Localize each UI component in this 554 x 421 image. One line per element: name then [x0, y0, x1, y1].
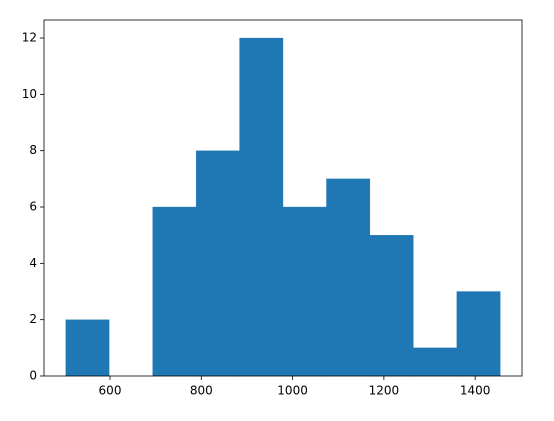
x-tick-label: 1400	[460, 384, 491, 398]
bar	[456, 291, 501, 377]
bar	[65, 319, 110, 377]
y-tick-label: 10	[22, 87, 37, 101]
bar	[152, 206, 197, 377]
y-tick-label: 2	[29, 312, 37, 326]
x-tick-label: 1000	[277, 384, 308, 398]
bar	[239, 37, 284, 377]
bar	[369, 235, 414, 377]
bar	[195, 150, 240, 377]
x-tick-label: 800	[190, 384, 213, 398]
y-tick-label: 12	[22, 31, 37, 45]
x-tick-label: 1200	[369, 384, 400, 398]
y-tick-label: 4	[29, 256, 37, 270]
bar	[282, 206, 327, 377]
plot-frame	[43, 19, 523, 377]
y-tick-label: 0	[29, 369, 37, 383]
bar	[413, 347, 457, 377]
bar	[326, 178, 371, 377]
x-tick-label: 600	[99, 384, 122, 398]
y-tick-label: 6	[29, 200, 37, 214]
y-tick-label: 8	[29, 143, 37, 157]
